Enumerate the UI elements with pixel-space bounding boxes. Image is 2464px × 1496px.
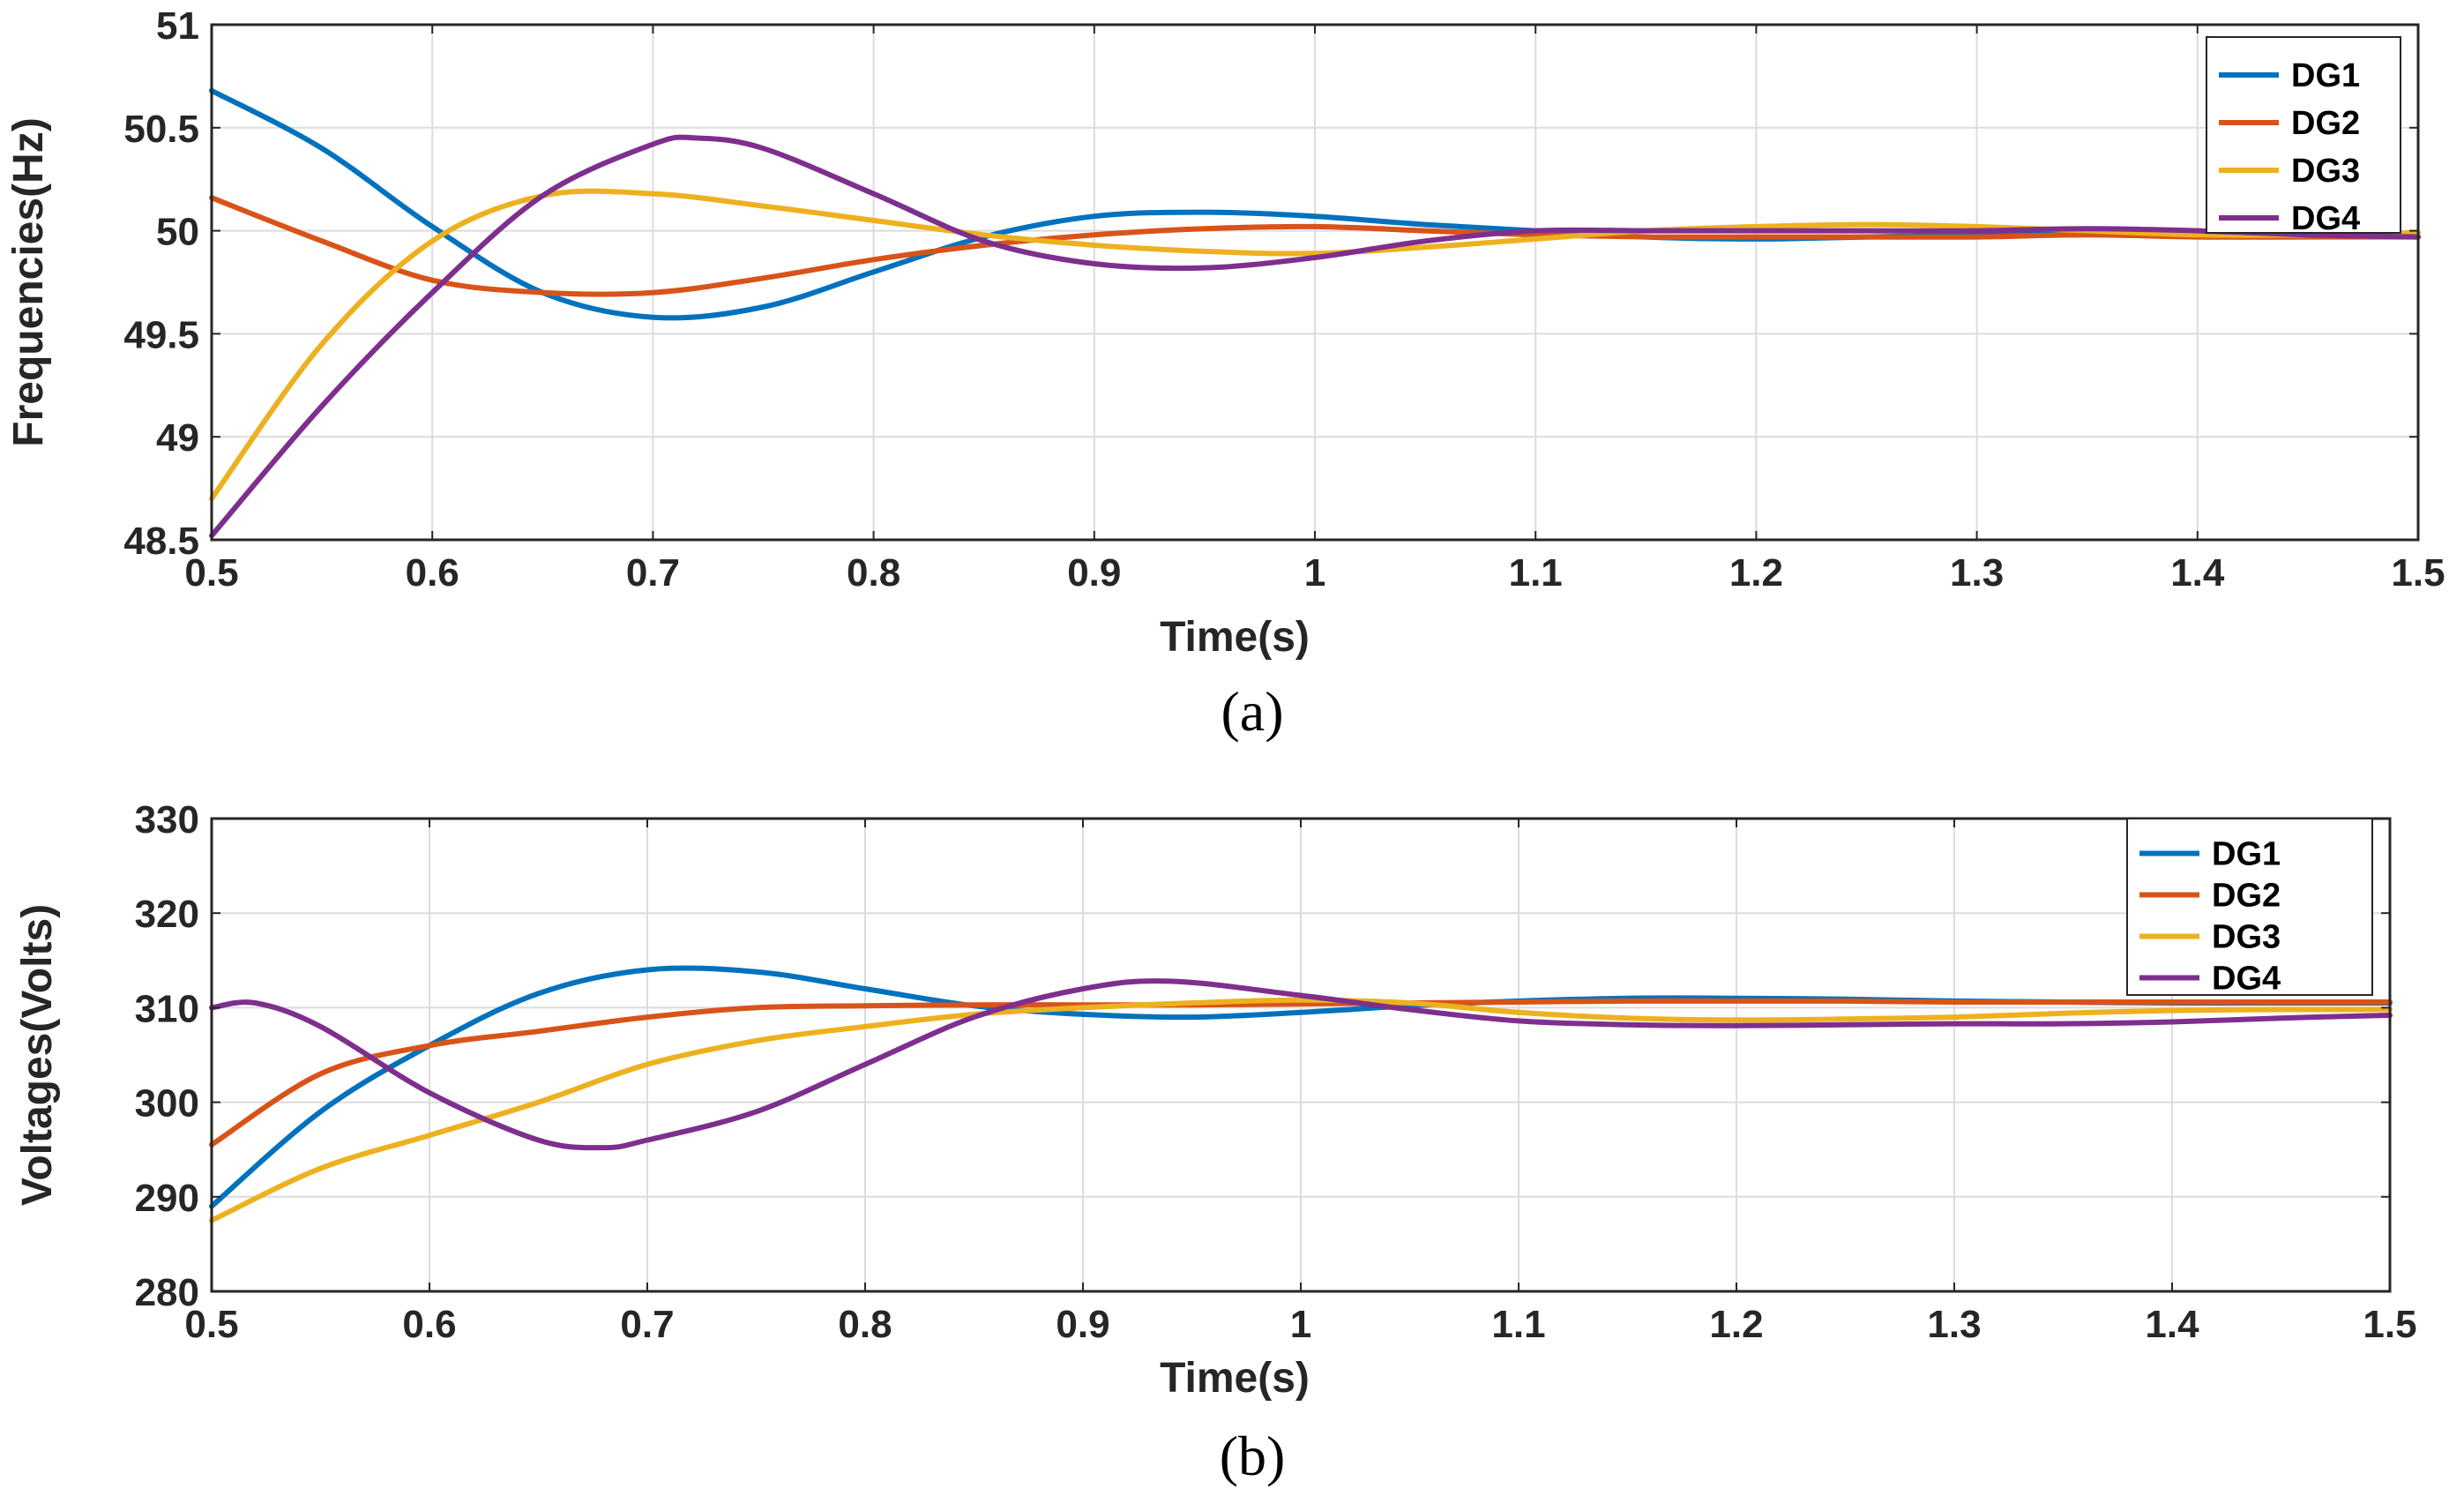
chart1-x-tick-label: 0.9 xyxy=(1067,551,1121,595)
chart2-legend-box xyxy=(2126,818,2373,996)
chart1-x-tick-label: 0.8 xyxy=(847,551,900,595)
chart1-y-tick-label: 51 xyxy=(156,4,199,48)
chart1-legend-label-dg2: DG2 xyxy=(2291,105,2360,142)
chart1-x-tick-label: 1.4 xyxy=(2170,551,2225,595)
chart1-y-tick-label: 50.5 xyxy=(123,108,199,151)
chart1-panel-caption: (a) xyxy=(1221,680,1283,743)
chart2-x-tick-label: 1.3 xyxy=(1927,1303,1981,1346)
chart1-legend-label-dg3: DG3 xyxy=(2291,153,2360,190)
chart1-x-tick-label: 0.6 xyxy=(406,551,459,595)
chart1-y-tick-label: 49 xyxy=(156,416,199,460)
chart2-series-dg3-line xyxy=(209,997,2393,1223)
frequency-chart-panel: 0.5 0.6 0.7 0.8 0.9 1 1.1 1.2 1.3 1.4 1.5 48.5 49 49.… xyxy=(5,4,2445,743)
chart2-y-tick-label: 330 xyxy=(135,798,199,842)
chart2-x-tick-label: 1.1 xyxy=(1491,1303,1545,1346)
chart1-x-tick-label: 1.1 xyxy=(1509,551,1563,595)
chart2-series-dg4-line xyxy=(209,978,2393,1151)
chart2-y-tick-label: 320 xyxy=(135,893,199,936)
chart1-legend-box xyxy=(2206,36,2401,234)
chart1-y-axis-label: Frequencies(Hz) xyxy=(5,117,52,446)
chart2-x-tick-label: 1 xyxy=(1290,1303,1311,1346)
chart2-x-tick-label: 0.7 xyxy=(620,1303,674,1346)
chart2-y-tick-label: 300 xyxy=(135,1082,199,1126)
chart2-legend-label-dg1: DG1 xyxy=(2212,836,2281,873)
chart1-x-tick-label: 1.5 xyxy=(2391,551,2445,595)
chart2-x-tick-label: 0.5 xyxy=(184,1303,238,1346)
chart2-x-axis-label: Time(s) xyxy=(1160,1355,1310,1402)
chart2-panel-caption: (b) xyxy=(1220,1425,1286,1487)
chart1-y-tick-label: 50 xyxy=(156,211,199,254)
chart1-x-tick-label: 0.5 xyxy=(184,551,238,595)
chart1-x-tick-label: 1 xyxy=(1304,551,1325,595)
chart2-x-tick-label: 0.9 xyxy=(1056,1303,1109,1346)
chart1-x-tick-label: 1.2 xyxy=(1729,551,1783,595)
chart2-x-tick-label: 1.5 xyxy=(2363,1303,2416,1346)
chart2-x-tick-label: 0.8 xyxy=(838,1303,892,1346)
chart2-x-tick-label: 1.4 xyxy=(2145,1303,2199,1346)
chart1-legend-label-dg1: DG1 xyxy=(2291,57,2360,94)
chart1-x-tick-label: 0.7 xyxy=(626,551,680,595)
chart1-x-axis-label: Time(s) xyxy=(1160,614,1310,661)
chart1-legend-label-dg4: DG4 xyxy=(2291,200,2360,237)
chart2-x-tick-label: 1.2 xyxy=(1709,1303,1763,1346)
chart2-y-axis-label: Voltages(Volts) xyxy=(14,904,61,1206)
chart2-series-dg2-line xyxy=(209,998,2393,1148)
chart2-y-tick-label: 280 xyxy=(135,1271,199,1314)
chart2-legend-label-dg2: DG2 xyxy=(2212,878,2281,915)
chart1-x-tick-label: 1.3 xyxy=(1950,551,2004,595)
chart2-y-tick-label: 290 xyxy=(135,1177,199,1220)
chart1-y-tick-label: 48.5 xyxy=(123,520,199,563)
chart2-x-tick-label: 0.6 xyxy=(402,1303,456,1346)
chart2-y-tick-label: 310 xyxy=(135,987,199,1030)
chart2-legend-label-dg4: DG4 xyxy=(2212,961,2281,998)
chart1-series-dg2-line xyxy=(209,195,2421,297)
chart1-y-tick-label: 49.5 xyxy=(123,313,199,356)
voltage-chart-panel: 0.5 0.6 0.7 0.8 0.9 1 1.1 1.2 1.3 1.4 1.5 280 290 300… xyxy=(14,798,2417,1487)
chart2-legend-label-dg3: DG3 xyxy=(2212,919,2281,956)
chart1-series-dg4-line xyxy=(209,134,2421,539)
